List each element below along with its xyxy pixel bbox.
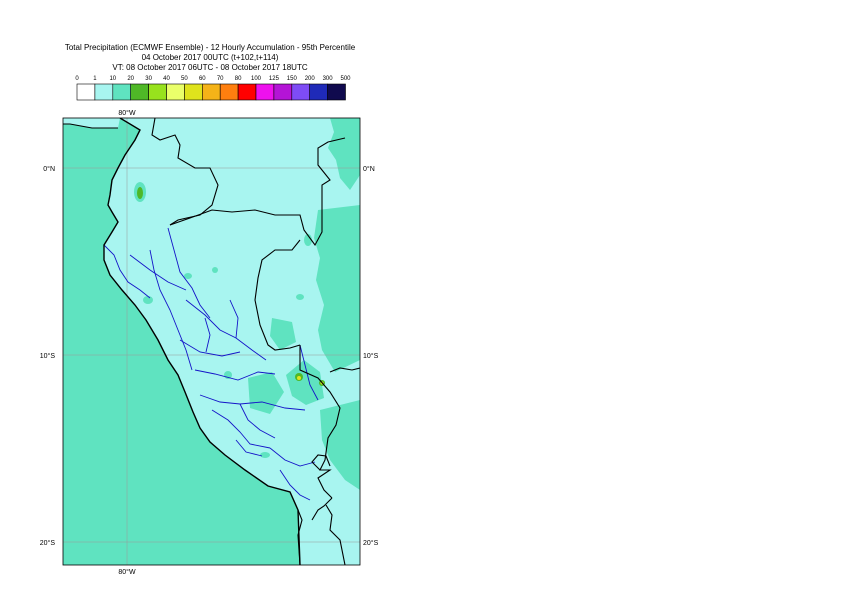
- rain-blob-7: [260, 452, 270, 458]
- country-borders: [151, 118, 360, 565]
- lat-label-20s-right: 20°S: [363, 539, 379, 547]
- legend-threshold-4: 30: [145, 76, 152, 82]
- legend-threshold-7: 60: [199, 76, 206, 82]
- legend-threshold-0: 0: [75, 76, 79, 82]
- coastline: [103, 118, 301, 565]
- lon-label-top: 80°W: [118, 109, 136, 117]
- south-east-rain: [320, 400, 360, 490]
- legend-threshold-5: 40: [163, 76, 170, 82]
- lat-label-10s-left: 10°S: [40, 352, 56, 360]
- lat-label-0n-left: 0°N: [43, 165, 55, 173]
- legend-threshold-15: 500: [340, 76, 351, 82]
- land-mass-coast-strip: [63, 118, 120, 128]
- andes-rain-1: [248, 372, 284, 414]
- legend-threshold-2: 10: [109, 76, 116, 82]
- legend-threshold-6: 50: [181, 76, 188, 82]
- rain-blob-6: [212, 267, 218, 273]
- eastern-lowland-rain: [314, 205, 360, 372]
- rain-blob-2: [143, 296, 153, 304]
- legend-threshold-10: 100: [251, 76, 262, 82]
- rain-blob-8: [304, 234, 312, 246]
- legend-threshold-13: 200: [305, 76, 316, 82]
- gridlines: [63, 118, 360, 565]
- chart-title-line2: 04 October 2017 00UTC (t+102,t+114): [141, 53, 279, 62]
- rain-blob-4: [184, 273, 192, 279]
- legend-threshold-1: 1: [93, 76, 97, 82]
- map-frame: [62, 117, 361, 566]
- legend-threshold-8: 70: [217, 76, 224, 82]
- legend-swatch-14: [327, 83, 346, 101]
- color-legend: 0 1 10 20 30 40 50 60 70 80 100 125 150 200 300 500: [75, 76, 351, 101]
- legend-threshold-11: 125: [269, 76, 280, 82]
- chart-title-line1: Total Precipitation (ECMWF Ensemble) - 1…: [64, 43, 356, 52]
- river-network: [103, 227, 319, 501]
- heavy-precip-patches: [134, 118, 360, 490]
- andes-rain-2: [270, 318, 296, 350]
- lat-label-0n-right: 0°N: [363, 165, 375, 173]
- northeast-rain: [328, 118, 360, 190]
- legend-threshold-14: 300: [323, 76, 334, 82]
- lat-label-10s-right: 10°S: [363, 352, 379, 360]
- heavy-blob-1: [137, 187, 143, 199]
- legend-threshold-12: 150: [287, 76, 298, 82]
- legend-threshold-9: 80: [235, 76, 242, 82]
- rain-blob-3: [296, 294, 304, 300]
- lon-label-bottom: 80°W: [118, 568, 136, 576]
- peak-blob-1: [297, 376, 301, 380]
- lat-label-20s-left: 20°S: [40, 539, 56, 547]
- chart-title-line3: VT: 08 October 2017 06UTC - 08 October 2…: [112, 63, 308, 72]
- coastline-north: [63, 123, 118, 129]
- land-mass: [104, 118, 360, 565]
- legend-threshold-3: 20: [127, 76, 134, 82]
